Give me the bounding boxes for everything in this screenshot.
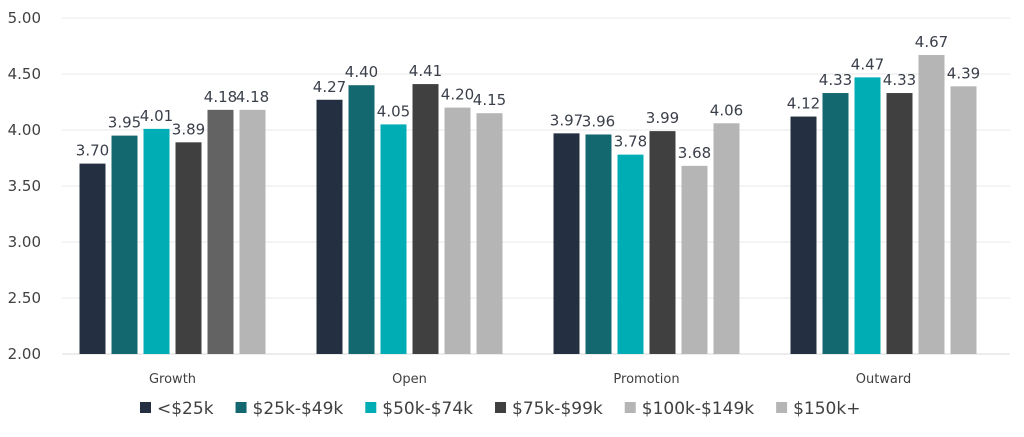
bar xyxy=(649,131,676,354)
bar xyxy=(553,133,580,354)
bars: 3.70 3.954.013.89 4.184.18 4.274.40 4.05 4.41… xyxy=(76,33,980,355)
legend-swatch xyxy=(776,402,788,413)
data-label: 4.67 xyxy=(915,33,948,51)
y-tick-label: 3.00 xyxy=(8,233,41,251)
data-label: 3.70 xyxy=(76,142,109,160)
data-label: 3.96 xyxy=(582,112,615,130)
x-tick-label: Outward xyxy=(856,372,912,387)
data-label: 3.89 xyxy=(172,120,205,138)
bar xyxy=(412,84,439,354)
x-tick-label: Promotion xyxy=(613,372,679,387)
bar xyxy=(886,93,913,354)
bar xyxy=(380,124,407,355)
bar xyxy=(444,107,471,354)
y-tick-label: 5.00 xyxy=(8,9,41,27)
legend-label: $150k+ xyxy=(793,399,860,419)
legend-swatch xyxy=(365,402,377,413)
y-tick-label: 2.50 xyxy=(8,289,41,307)
bar xyxy=(111,135,138,354)
data-label: 4.20 xyxy=(441,86,474,104)
bar xyxy=(476,113,503,354)
x-axis: Growth Open Promotion Outward xyxy=(149,372,911,387)
legend-label: $25k-$49k xyxy=(253,399,344,419)
bar xyxy=(822,93,849,354)
bar xyxy=(175,142,202,354)
legend-label: $75k-$99k xyxy=(512,399,603,419)
bar xyxy=(854,77,881,355)
bar xyxy=(207,109,234,354)
legend-swatch xyxy=(495,402,507,413)
bar xyxy=(348,85,375,354)
data-label: 3.78 xyxy=(614,133,647,151)
bar xyxy=(585,134,612,354)
bar xyxy=(918,54,945,355)
x-tick-label: Growth xyxy=(149,372,196,387)
legend-label: $50k-$74k xyxy=(382,399,473,419)
data-label: 4.39 xyxy=(947,64,980,82)
legend-label: <$25k xyxy=(157,399,214,419)
bar xyxy=(713,123,740,354)
bar xyxy=(316,99,343,354)
data-label: 4.41 xyxy=(409,62,442,80)
data-label: 4.33 xyxy=(883,71,916,89)
bar xyxy=(239,109,266,354)
data-label: 4.12 xyxy=(787,95,820,113)
bar xyxy=(950,86,977,354)
data-label: 3.68 xyxy=(678,144,711,162)
bar xyxy=(681,165,708,354)
data-label: 3.95 xyxy=(108,114,141,132)
y-tick-label: 4.50 xyxy=(8,65,41,83)
data-label: 4.05 xyxy=(377,102,410,120)
data-label: 4.33 xyxy=(819,71,852,89)
x-tick-label: Open xyxy=(392,372,427,387)
data-label: 4.15 xyxy=(473,91,506,109)
data-label: 4.27 xyxy=(313,78,346,96)
legend: <$25k $25k-$49k $50k-$74k $75k-$99k $100k-$1… xyxy=(140,399,860,419)
data-label: 3.99 xyxy=(646,109,679,127)
data-label: 4.01 xyxy=(140,107,173,125)
bar xyxy=(790,116,817,354)
data-label: 4.18 xyxy=(236,88,269,106)
bar xyxy=(79,163,106,354)
legend-label: $100k-$149k xyxy=(642,399,755,419)
y-tick-label: 3.50 xyxy=(8,177,41,195)
legend-swatch xyxy=(140,402,151,413)
bar xyxy=(617,154,644,354)
legend-swatch xyxy=(235,402,247,413)
data-label: 4.18 xyxy=(204,88,237,106)
data-label: 4.47 xyxy=(851,55,884,73)
data-label: 4.06 xyxy=(710,101,743,119)
legend-swatch xyxy=(624,402,636,413)
data-label: 3.97 xyxy=(550,111,583,129)
bar xyxy=(143,128,170,354)
y-tick-label: 4.00 xyxy=(8,121,41,139)
y-axis: 2.00 2.50 3.00 3.50 4.00 4.50 5.00 xyxy=(8,9,41,363)
data-label: 4.40 xyxy=(345,63,378,81)
y-tick-label: 2.00 xyxy=(8,345,41,363)
